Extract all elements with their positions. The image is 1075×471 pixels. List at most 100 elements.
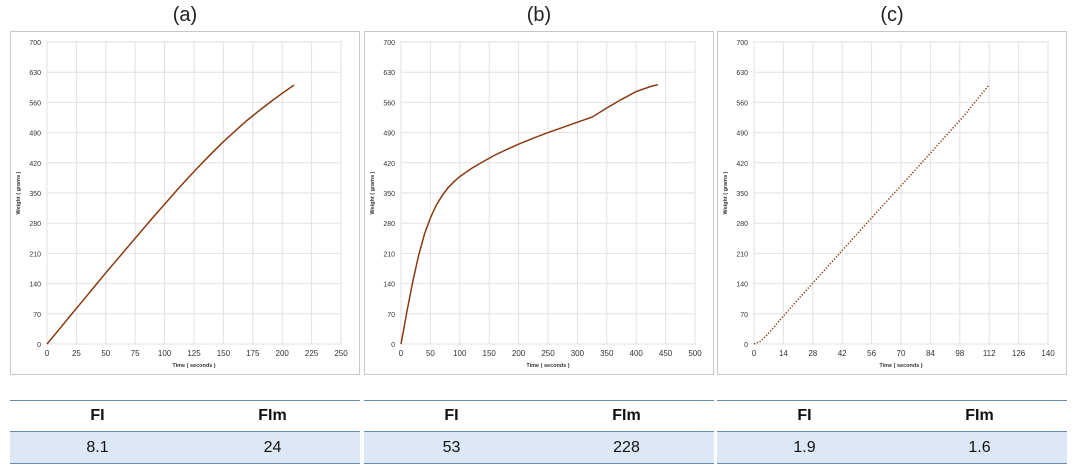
metrics-header-row: FI FIm [10,400,360,432]
chart-frame: 0 25 50 75 100 125 150 175 200 225 250 0 70 140 210 280… [10,31,360,375]
metrics-header: FI [364,400,539,432]
y-tick-label: 210 [736,251,748,258]
metrics-value: 228 [539,431,714,464]
x-tick-label: 0 [45,349,50,358]
metrics-value-row: 53 228 [364,431,714,464]
y-tick-label: 490 [383,131,395,138]
chart-frame: 0 50 100 150 200 250 300 350 400 450 500 0 70 140 210 2… [364,31,714,375]
metrics-header: FIm [185,400,360,432]
x-tick-label: 14 [779,349,788,358]
y-tick-label: 700 [29,40,41,47]
panel-c: (c) 0 14 28 42 56 70 84 98 112 126 140 0 70 140 210 280… [717,0,1067,471]
x-tick-label: 125 [187,349,201,358]
y-tick-label: 490 [736,131,748,138]
chart: 0 50 100 150 200 250 300 350 400 450 500 0 70 140 210 2… [370,40,702,369]
y-tick-label: 70 [740,312,748,319]
x-tick-label: 200 [512,349,526,358]
x-axis-label: Time ( seconds ) [526,363,569,369]
y-tick-label: 140 [29,282,41,289]
x-tick-label: 0 [399,349,404,358]
y-tick-label: 70 [33,312,41,319]
y-tick-label: 210 [29,251,41,258]
y-tick-label: 420 [383,161,395,168]
x-axis-label: Time ( seconds ) [172,363,215,369]
y-tick-label: 630 [383,70,395,77]
x-tick-label: 112 [983,349,996,358]
y-tick-label: 560 [383,100,395,107]
y-tick-label: 280 [736,221,748,228]
y-tick-label: 280 [383,221,395,228]
metrics-header: FIm [539,400,714,432]
metrics-value: 1.9 [717,431,892,464]
chart: 0 14 28 42 56 70 84 98 112 126 140 0 70 140 210 280 350 4… [723,40,1055,369]
y-tick-label: 0 [37,342,41,349]
y-tick-label: 70 [387,312,395,319]
y-tick-label: 420 [29,161,41,168]
x-tick-label: 350 [600,349,614,358]
x-tick-label: 98 [955,349,964,358]
x-tick-label: 50 [101,349,110,358]
x-tick-label: 70 [897,349,906,358]
y-axis-label: Weight ( grams ) [370,171,376,214]
x-tick-label: 25 [72,349,81,358]
x-tick-label: 300 [571,349,585,358]
x-axis-label: Time ( seconds ) [879,363,922,369]
panel-b: (b) 0 50 100 150 200 250 300 350 400 450 500 0 70 140… [364,0,714,471]
panel-label: (b) [526,4,552,26]
x-tick-label: 400 [630,349,644,358]
panel-label: (a) [172,4,198,26]
y-tick-label: 0 [744,342,748,349]
panel-label: (c) [880,4,904,26]
y-tick-label: 0 [391,342,395,349]
x-tick-label: 42 [838,349,847,358]
series-line [46,84,295,345]
metrics-table: FI FIm 8.1 24 [10,400,360,464]
x-tick-label: 200 [276,349,290,358]
x-tick-label: 175 [246,349,260,358]
metrics-table: FI FIm 1.9 1.6 [717,400,1067,464]
x-tick-label: 28 [808,349,817,358]
metrics-value: 53 [364,431,539,464]
x-tick-label: 150 [483,349,497,358]
y-tick-label: 350 [383,191,395,198]
x-tick-label: 56 [867,349,876,358]
y-tick-label: 560 [736,100,748,107]
x-tick-label: 84 [926,349,935,358]
metrics-header-row: FI FIm [717,400,1067,432]
metrics-value-row: 1.9 1.6 [717,431,1067,464]
metrics-table: FI FIm 53 228 [364,400,714,464]
x-tick-label: 100 [158,349,172,358]
y-tick-label: 560 [29,100,41,107]
x-tick-label: 500 [688,349,702,358]
x-tick-label: 50 [426,349,435,358]
metrics-header: FI [717,400,892,432]
y-tick-label: 700 [736,40,748,47]
y-tick-label: 420 [736,161,748,168]
x-tick-label: 75 [131,349,140,358]
x-tick-label: 150 [217,349,231,358]
metrics-header: FIm [892,400,1067,432]
y-axis-label: Weight ( grams ) [723,171,729,214]
y-tick-label: 350 [736,191,748,198]
x-tick-label: 250 [334,349,348,358]
y-tick-label: 490 [29,131,41,138]
series-line [400,83,659,345]
x-tick-label: 225 [305,349,319,358]
x-tick-label: 0 [752,349,757,358]
x-tick-label: 140 [1041,349,1055,358]
y-tick-label: 630 [736,70,748,77]
y-tick-label: 140 [736,282,748,289]
y-tick-label: 210 [383,251,395,258]
x-tick-label: 100 [453,349,467,358]
chart-frame: 0 14 28 42 56 70 84 98 112 126 140 0 70 140 210 280 350 4… [717,31,1067,375]
metrics-value: 24 [185,431,360,464]
metrics-value: 1.6 [892,431,1067,464]
y-tick-label: 700 [383,40,395,47]
metrics-header: FI [10,400,185,432]
metrics-value-row: 8.1 24 [10,431,360,464]
metrics-header-row: FI FIm [364,400,714,432]
y-tick-label: 350 [29,191,41,198]
x-tick-label: 250 [541,349,555,358]
panel-a: (a) 0 25 50 75 100 125 150 175 200 225 250 0 70 140 21… [10,0,360,471]
y-axis-label: Weight ( grams ) [16,171,22,214]
